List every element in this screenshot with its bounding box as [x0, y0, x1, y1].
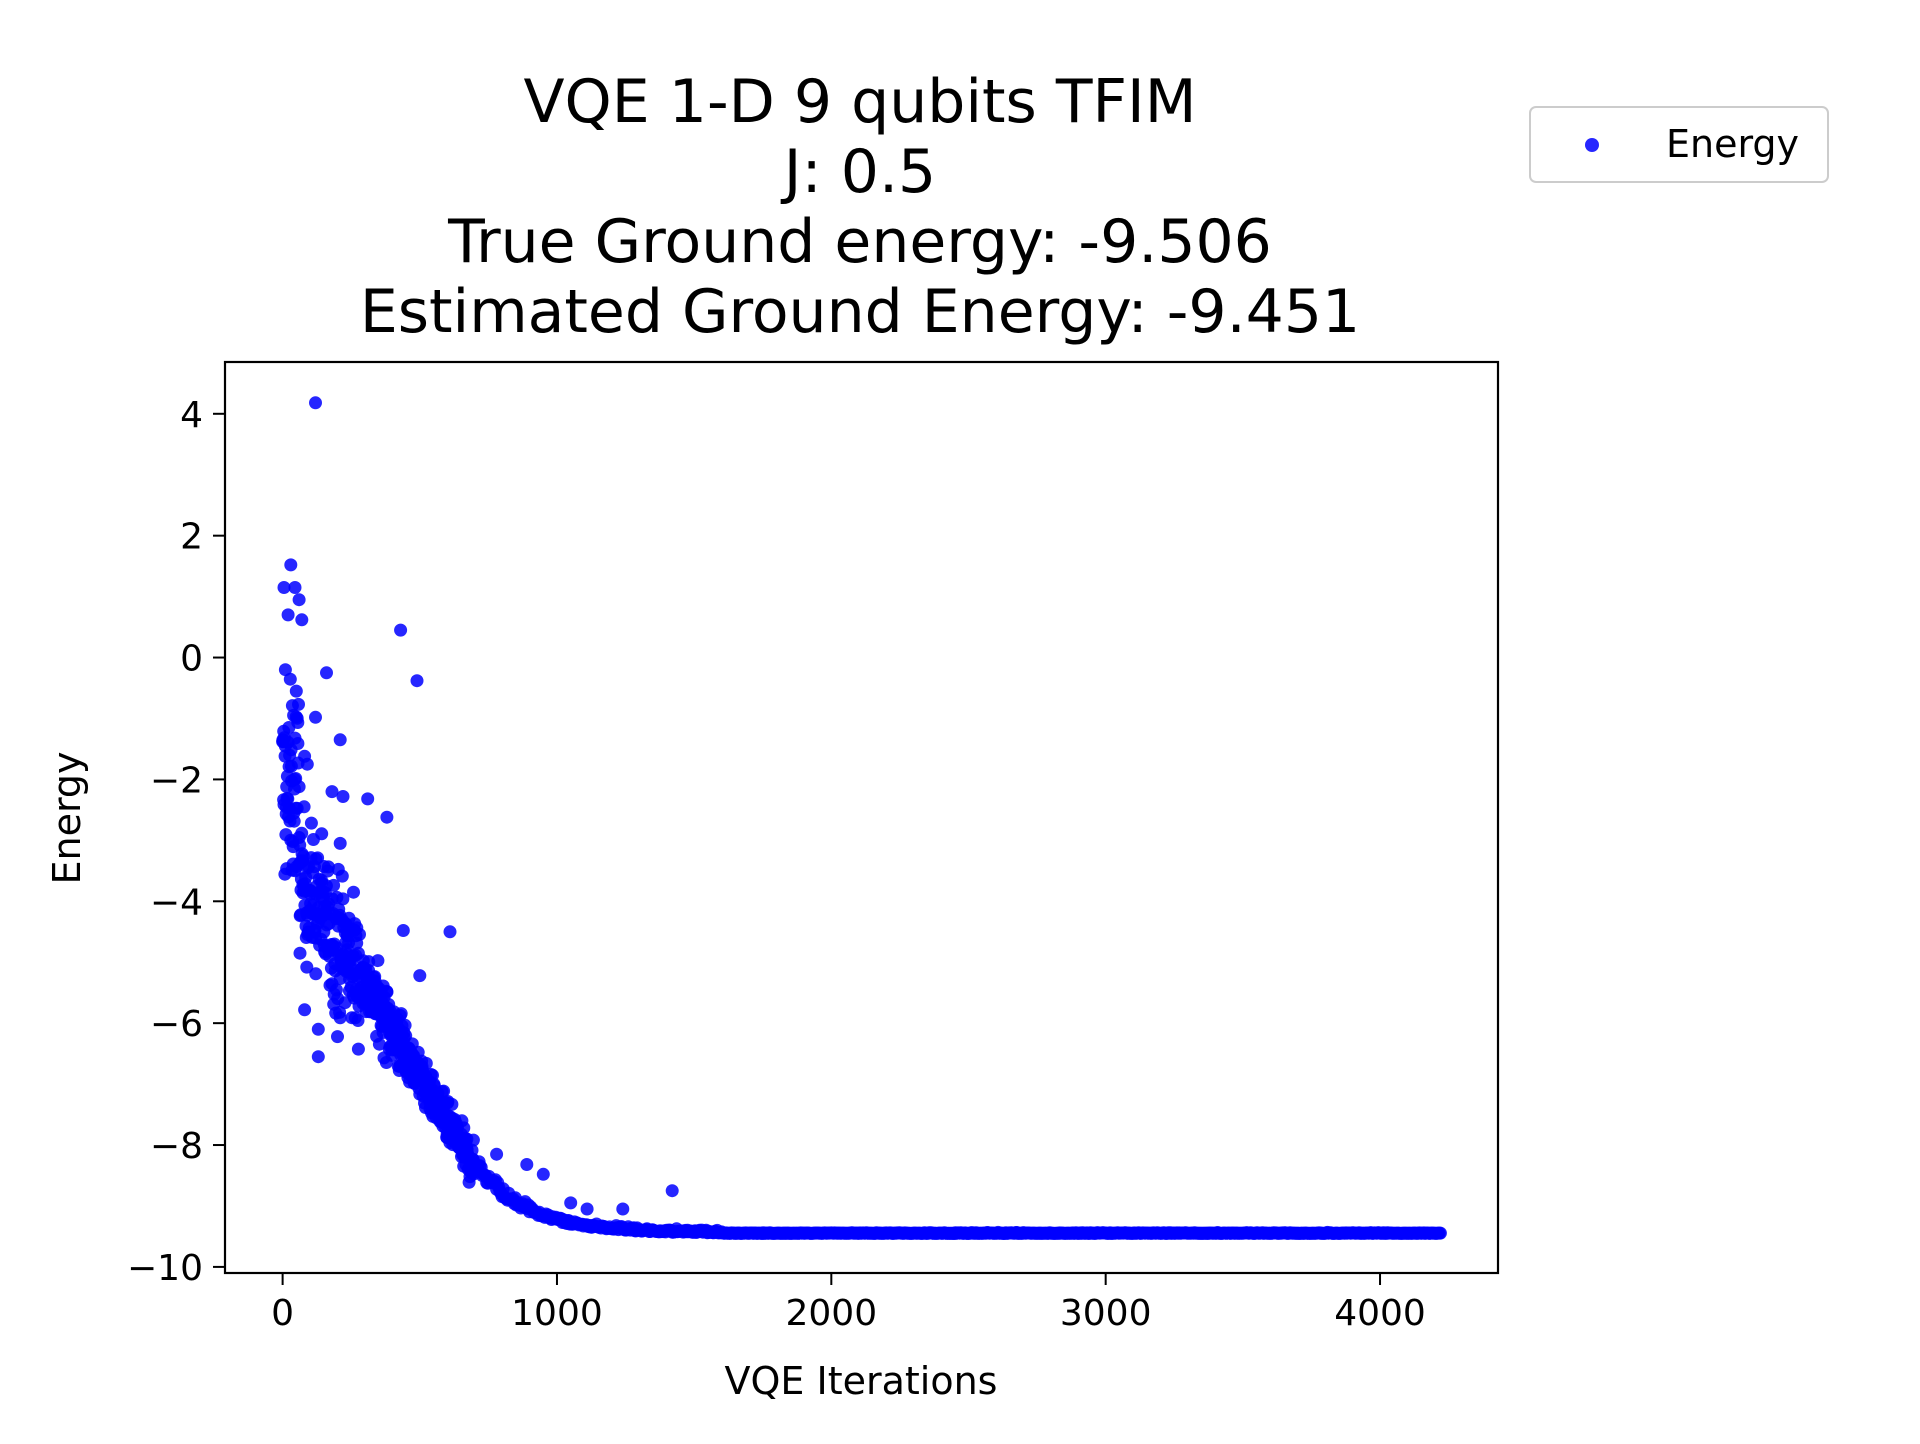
- legend: Energy: [1529, 106, 1829, 183]
- y-tick-label: −10: [127, 1248, 203, 1289]
- data-point: [361, 792, 375, 806]
- data-point: [297, 800, 311, 814]
- data-point: [315, 827, 329, 841]
- data-point: [665, 1184, 679, 1198]
- data-point: [276, 735, 290, 749]
- legend-label-energy: Energy: [1666, 122, 1799, 166]
- data-point: [311, 1050, 325, 1064]
- x-tick-label: 2000: [786, 1293, 878, 1334]
- data-point: [351, 1042, 365, 1056]
- data-point: [372, 1037, 386, 1051]
- data-point: [295, 826, 309, 840]
- data-point: [419, 1056, 433, 1070]
- y-tick-label: −6: [150, 1004, 203, 1045]
- data-point: [292, 780, 306, 794]
- data-point: [289, 684, 303, 698]
- data-point: [336, 790, 350, 803]
- data-point: [325, 785, 339, 799]
- data-point: [333, 836, 347, 850]
- data-point: [1433, 1226, 1447, 1240]
- data-point: [353, 927, 366, 941]
- data-point: [327, 878, 341, 892]
- data-point: [278, 663, 292, 677]
- data-point: [347, 885, 360, 899]
- data-point: [295, 613, 309, 627]
- data-point: [281, 608, 295, 622]
- data-point: [616, 1202, 630, 1216]
- data-point: [466, 1133, 480, 1147]
- data-point: [490, 1147, 504, 1161]
- data-point: [398, 1018, 412, 1032]
- x-tick-label: 4000: [1334, 1293, 1426, 1334]
- data-point: [437, 1084, 451, 1098]
- plot-frame: [223, 360, 1500, 1275]
- data-point: [371, 954, 385, 968]
- chart-title-line-3: True Ground energy: -9.506: [447, 207, 1272, 277]
- data-point: [377, 990, 391, 1004]
- data-point: [333, 733, 347, 747]
- data-point: [281, 792, 295, 806]
- data-point: [394, 1007, 408, 1021]
- data-point: [320, 666, 333, 680]
- y-axis-label: Energy: [45, 751, 89, 884]
- data-point: [288, 581, 302, 594]
- data-point: [309, 710, 322, 724]
- data-point: [380, 810, 394, 824]
- chart-title-line-4: Estimated Ground Energy: -9.451: [360, 277, 1360, 347]
- chart-title-line-2: J: 0.5: [780, 137, 936, 207]
- y-tick-label: 2: [180, 517, 203, 558]
- data-point: [300, 757, 314, 771]
- data-point: [580, 1202, 594, 1216]
- data-point: [300, 960, 314, 974]
- x-axis-label: VQE Iterations: [725, 1359, 998, 1403]
- data-point: [287, 814, 301, 828]
- y-tick-label: −8: [150, 1126, 203, 1167]
- y-tick-label: −2: [150, 760, 203, 801]
- data-point: [277, 581, 291, 594]
- legend-box: [1529, 106, 1829, 183]
- data-point: [293, 946, 307, 960]
- x-tick-label: 0: [271, 1293, 294, 1334]
- legend-marker: [1585, 138, 1599, 152]
- data-point: [309, 396, 322, 410]
- data-point: [564, 1196, 578, 1210]
- y-tick-label: 4: [180, 395, 203, 436]
- data-point: [457, 1121, 471, 1135]
- data-point: [287, 708, 301, 722]
- data-point: [445, 1097, 459, 1111]
- data-point: [335, 869, 349, 883]
- data-point: [440, 1127, 454, 1141]
- data-point: [291, 737, 305, 750]
- data-point: [351, 1014, 365, 1027]
- axis-ticks: 0 1000 2000 3000 4000 4 2 0 −2 −4 −6 −8 −10: [127, 395, 1426, 1334]
- data-point: [536, 1167, 550, 1181]
- data-point: [520, 1158, 534, 1171]
- data-point: [304, 816, 318, 830]
- data-point: [292, 593, 306, 607]
- data-point: [336, 892, 350, 906]
- scatter-points: [276, 396, 1447, 1240]
- data-point: [410, 674, 424, 688]
- x-tick-label: 1000: [511, 1293, 603, 1334]
- data-point: [443, 925, 457, 939]
- data-point: [280, 780, 294, 794]
- data-point: [292, 697, 305, 711]
- data-point: [298, 1003, 312, 1017]
- data-point: [394, 623, 408, 637]
- data-point: [321, 860, 335, 874]
- data-point: [309, 967, 323, 981]
- data-point: [413, 969, 427, 983]
- data-point: [333, 1011, 347, 1025]
- y-tick-label: −4: [150, 882, 203, 923]
- data-point: [396, 924, 410, 937]
- data-point: [284, 558, 298, 572]
- y-tick-label: 0: [180, 639, 203, 680]
- x-tick-label: 3000: [1060, 1293, 1152, 1334]
- chart-title-line-1: VQE 1-D 9 qubits TFIM: [524, 67, 1197, 137]
- data-point: [331, 1030, 344, 1044]
- data-point: [311, 1022, 325, 1036]
